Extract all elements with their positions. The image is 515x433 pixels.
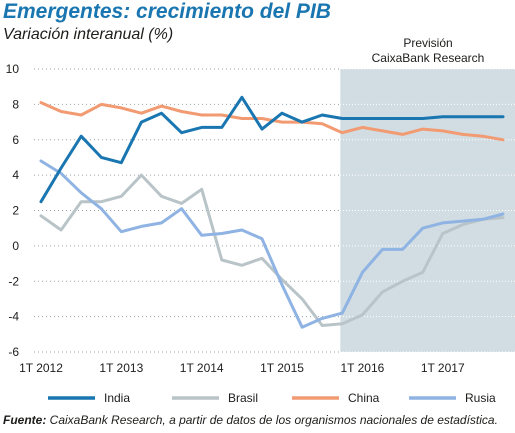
- series-line-india: [39, 95, 505, 204]
- legend-label-china: China: [348, 391, 380, 405]
- series-lines: [39, 95, 505, 329]
- y-tick-label: 8: [12, 97, 19, 111]
- x-tick-label: 1T 2014: [180, 361, 224, 375]
- y-axis-ticks: -6 -4 -2 0 2 4 6 8 10: [6, 62, 20, 359]
- legend: India Brasil China Rusia: [48, 391, 496, 405]
- gridlines: [34, 68, 515, 353]
- x-tick-label: 1T 2017: [421, 361, 465, 375]
- series-line-rusia: [39, 159, 505, 329]
- x-tick-label: 1T 2016: [340, 361, 384, 375]
- legend-label-rusia: Rusia: [465, 391, 496, 405]
- y-tick-label: 10: [6, 62, 20, 76]
- source-text: CaixaBank Research, a partir de datos de…: [46, 413, 498, 427]
- chart-subtitle: Variación interanual (%): [3, 26, 174, 43]
- series-line-brasil: [39, 173, 505, 327]
- x-tick-label: 1T 2012: [19, 361, 63, 375]
- source-note: Fuente: CaixaBank Research, a partir de …: [3, 413, 498, 427]
- y-tick-label: 0: [12, 239, 19, 253]
- y-tick-label: -2: [8, 274, 19, 288]
- x-tick-label: 1T 2013: [99, 361, 143, 375]
- legend-label-india: India: [104, 391, 130, 405]
- y-tick-label: 6: [12, 133, 19, 147]
- x-tick-label: 1T 2015: [260, 361, 304, 375]
- y-tick-label: 4: [12, 168, 19, 182]
- chart-title: Emergentes: crecimiento del PIB: [3, 0, 331, 23]
- forecast-label-line2: CaixaBank Research: [371, 51, 485, 65]
- x-axis-ticks: 1T 2012 1T 2013 1T 2014 1T 2015 1T 2016 1T 20…: [19, 361, 465, 375]
- y-tick-label: 2: [12, 204, 19, 218]
- y-tick-label: -4: [8, 310, 19, 324]
- y-tick-label: -6: [8, 345, 19, 359]
- forecast-label-line1: Previsión: [403, 36, 453, 50]
- source-label: Fuente:: [3, 413, 47, 427]
- legend-label-brasil: Brasil: [228, 391, 258, 405]
